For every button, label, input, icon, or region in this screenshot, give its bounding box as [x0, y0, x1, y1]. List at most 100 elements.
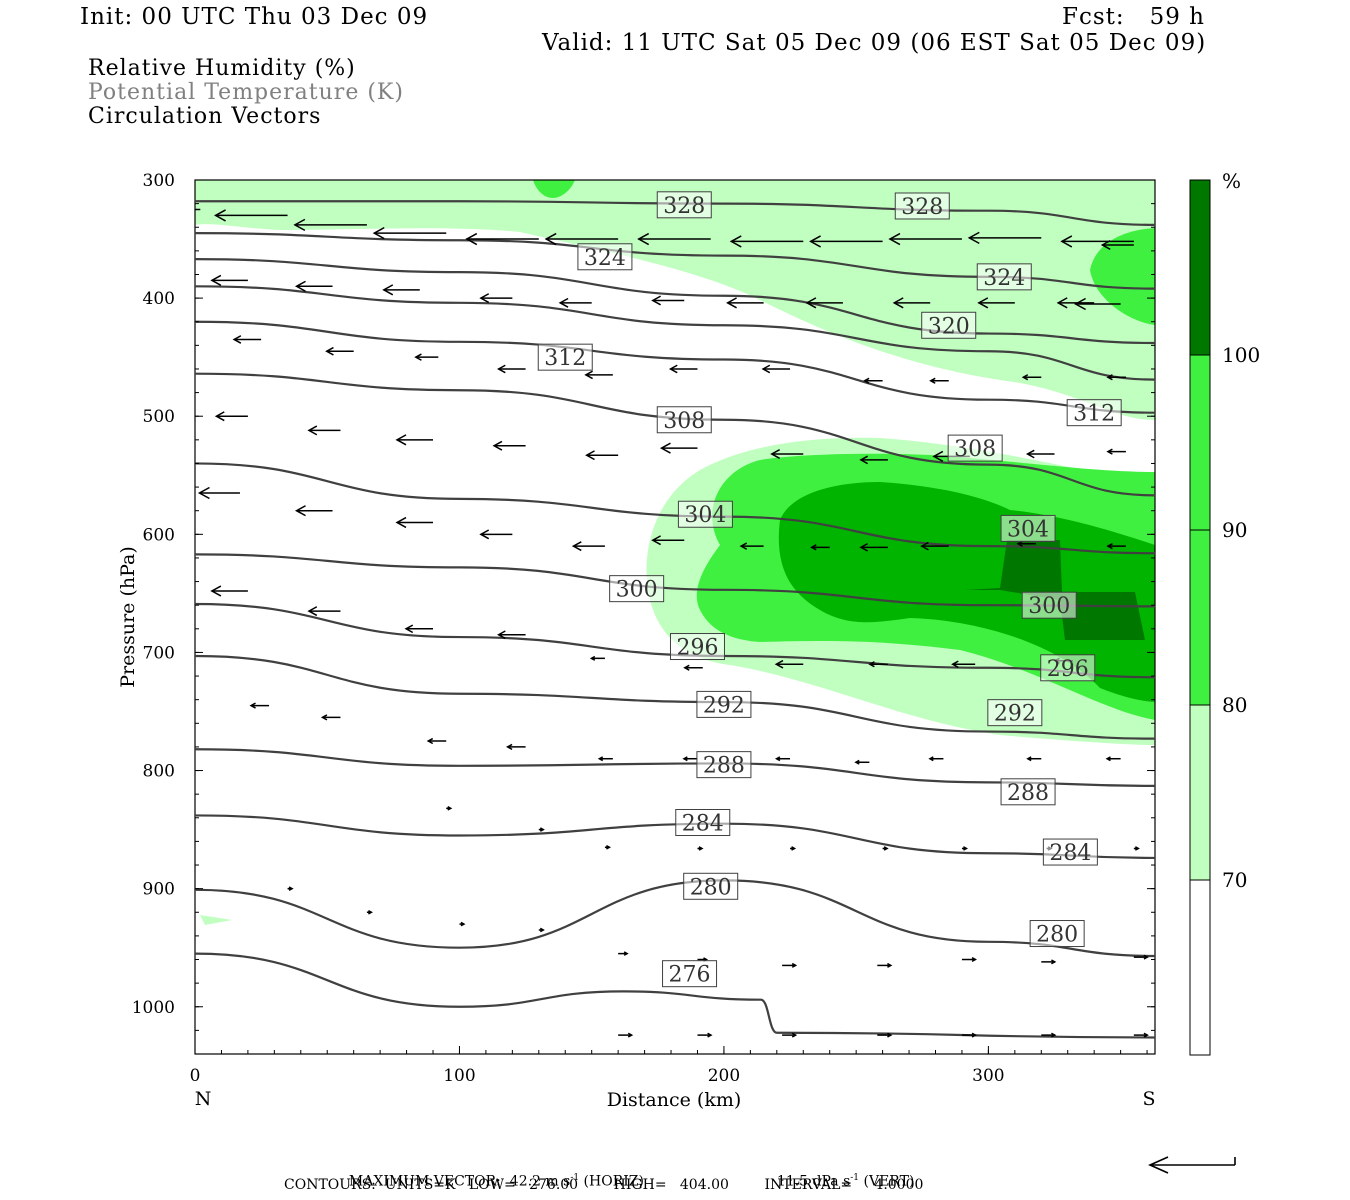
max-vector-horiz-value: MAXIMUM VECTOR: 42.2 m s: [348, 1173, 571, 1190]
circulation-vector: [761, 364, 791, 374]
contour-labels: 328 328 324 324 320 312 312 308 308 304 304 300 300 2…: [537, 191, 1122, 988]
valid-time: Valid: 11 UTC Sat 05 Dec 09 (06 EST Sat …: [542, 30, 1207, 56]
circulation-vector: [726, 297, 764, 309]
circulation-vector: [859, 542, 888, 552]
y-tick-label-400: 400: [143, 289, 175, 309]
circulation-vector: [1100, 239, 1134, 250]
circulation-vector: [967, 231, 1042, 245]
colorbar-frame: [1189, 179, 1211, 1056]
circulation-vector: [414, 353, 439, 361]
colorbar-100: [1190, 180, 1210, 355]
axes: 0 100 200 300 300 400 500 600 700 800 900 1000: [132, 171, 1155, 1086]
circulation-vector: [682, 756, 698, 762]
circulation-vector: [195, 208, 201, 211]
circulation-vector: [584, 370, 613, 380]
circulation-vector: [877, 962, 893, 968]
circulation-vector: [739, 542, 764, 550]
rh-70-small-left: [195, 184, 212, 192]
circulation-vector: [372, 226, 447, 240]
theta-contour-312: [195, 320, 1155, 414]
circulation-vector: [249, 702, 270, 709]
circulation-vector: [604, 845, 611, 850]
colorbar: % 100 90 80 70: [1189, 169, 1260, 1056]
circulation-vector: [809, 235, 883, 248]
circulation-vector: [774, 659, 804, 669]
contour-label-box: [662, 960, 718, 988]
circulation-vector: [729, 235, 804, 248]
circulation-vector: [790, 846, 797, 851]
circulation-vector: [805, 297, 843, 309]
contour-label-284: 284: [682, 812, 724, 837]
contour-label-320: 320: [928, 314, 970, 339]
colorbar-unit: %: [1222, 169, 1241, 193]
circulation-vector: [618, 951, 629, 956]
colorbar-90: [1190, 355, 1210, 530]
circulation-vector: [977, 297, 1015, 309]
circulation-vector: [1105, 756, 1121, 762]
circulation-vector: [497, 364, 526, 374]
circulation-vector: [294, 505, 333, 517]
contour-label-276: 276: [669, 963, 711, 988]
circulation-vector: [538, 927, 545, 933]
circulation-vector: [868, 661, 888, 668]
contour-label-box: [987, 699, 1043, 727]
circulation-vector: [571, 541, 605, 552]
circulation-vector: [597, 756, 613, 762]
y-tick-label-500: 500: [143, 407, 175, 427]
circulation-vector: [465, 232, 539, 246]
circulation-vector: [1106, 543, 1126, 550]
circulation-vector: [859, 455, 888, 465]
contour-label-312: 312: [544, 346, 586, 371]
forecast-hour: Fcst: 59 h: [1062, 4, 1205, 30]
circulation-vector: [1133, 846, 1140, 851]
contour-label-box: [537, 343, 593, 371]
circulation-vectors: [195, 208, 1149, 1038]
circulation-vector: [214, 209, 288, 222]
circulation-vector: [951, 660, 976, 668]
circulation-vector: [395, 516, 434, 529]
circulation-vector: [479, 529, 513, 540]
circulation-vector: [929, 377, 949, 384]
circulation-vector: [877, 1032, 893, 1038]
circulation-vector: [863, 377, 883, 384]
circulation-vector: [538, 827, 545, 832]
circulation-vector: [497, 630, 526, 640]
circulation-vector: [307, 606, 341, 617]
max-vector-vertical: 11.5 dPa s-1 (VERT): [768, 1157, 914, 1190]
contour-label-box: [1000, 514, 1056, 542]
y-tick-label-600: 600: [143, 525, 175, 545]
contour-label-box: [1040, 654, 1096, 682]
circulation-vector: [782, 962, 798, 968]
contour-label-box: [577, 243, 633, 271]
circulation-vector: [961, 1032, 977, 1038]
circulation-vector: [426, 737, 447, 745]
max-vector-vert-exponent: -1: [850, 1173, 860, 1183]
circulation-vector: [293, 218, 367, 232]
plot-frame: [194, 179, 1156, 1055]
circulation-vector: [668, 364, 698, 374]
circulation-vector: [928, 756, 944, 762]
circulation-vector: [1074, 297, 1121, 311]
rh-80-pocket-top: [533, 180, 575, 198]
y-tick-label-1000: 1000: [132, 998, 175, 1018]
rh-90-region: [778, 482, 1155, 702]
circulation-vector: [774, 756, 791, 762]
circulation-vector: [1056, 297, 1095, 309]
circulation-vector: [1133, 954, 1149, 960]
contour-label-288: 288: [703, 754, 745, 779]
contour-label-300: 300: [1028, 594, 1070, 619]
contour-label-box: [696, 751, 752, 779]
contour-label-308: 308: [663, 409, 705, 434]
y-tick-label-800: 800: [143, 762, 175, 782]
circulation-vector: [294, 280, 333, 292]
max-vector-vert-tag: (VERT): [859, 1173, 915, 1190]
contour-label-box: [947, 434, 1003, 462]
circulation-vector: [232, 335, 262, 344]
x-tick-label-200: 200: [708, 1066, 740, 1086]
circulation-vector: [1106, 448, 1126, 455]
contour-label-box: [677, 500, 733, 528]
circulation-vector: [961, 846, 968, 851]
theta-contour-320: [195, 258, 1155, 345]
colorbar-label-70: 70: [1222, 868, 1247, 892]
